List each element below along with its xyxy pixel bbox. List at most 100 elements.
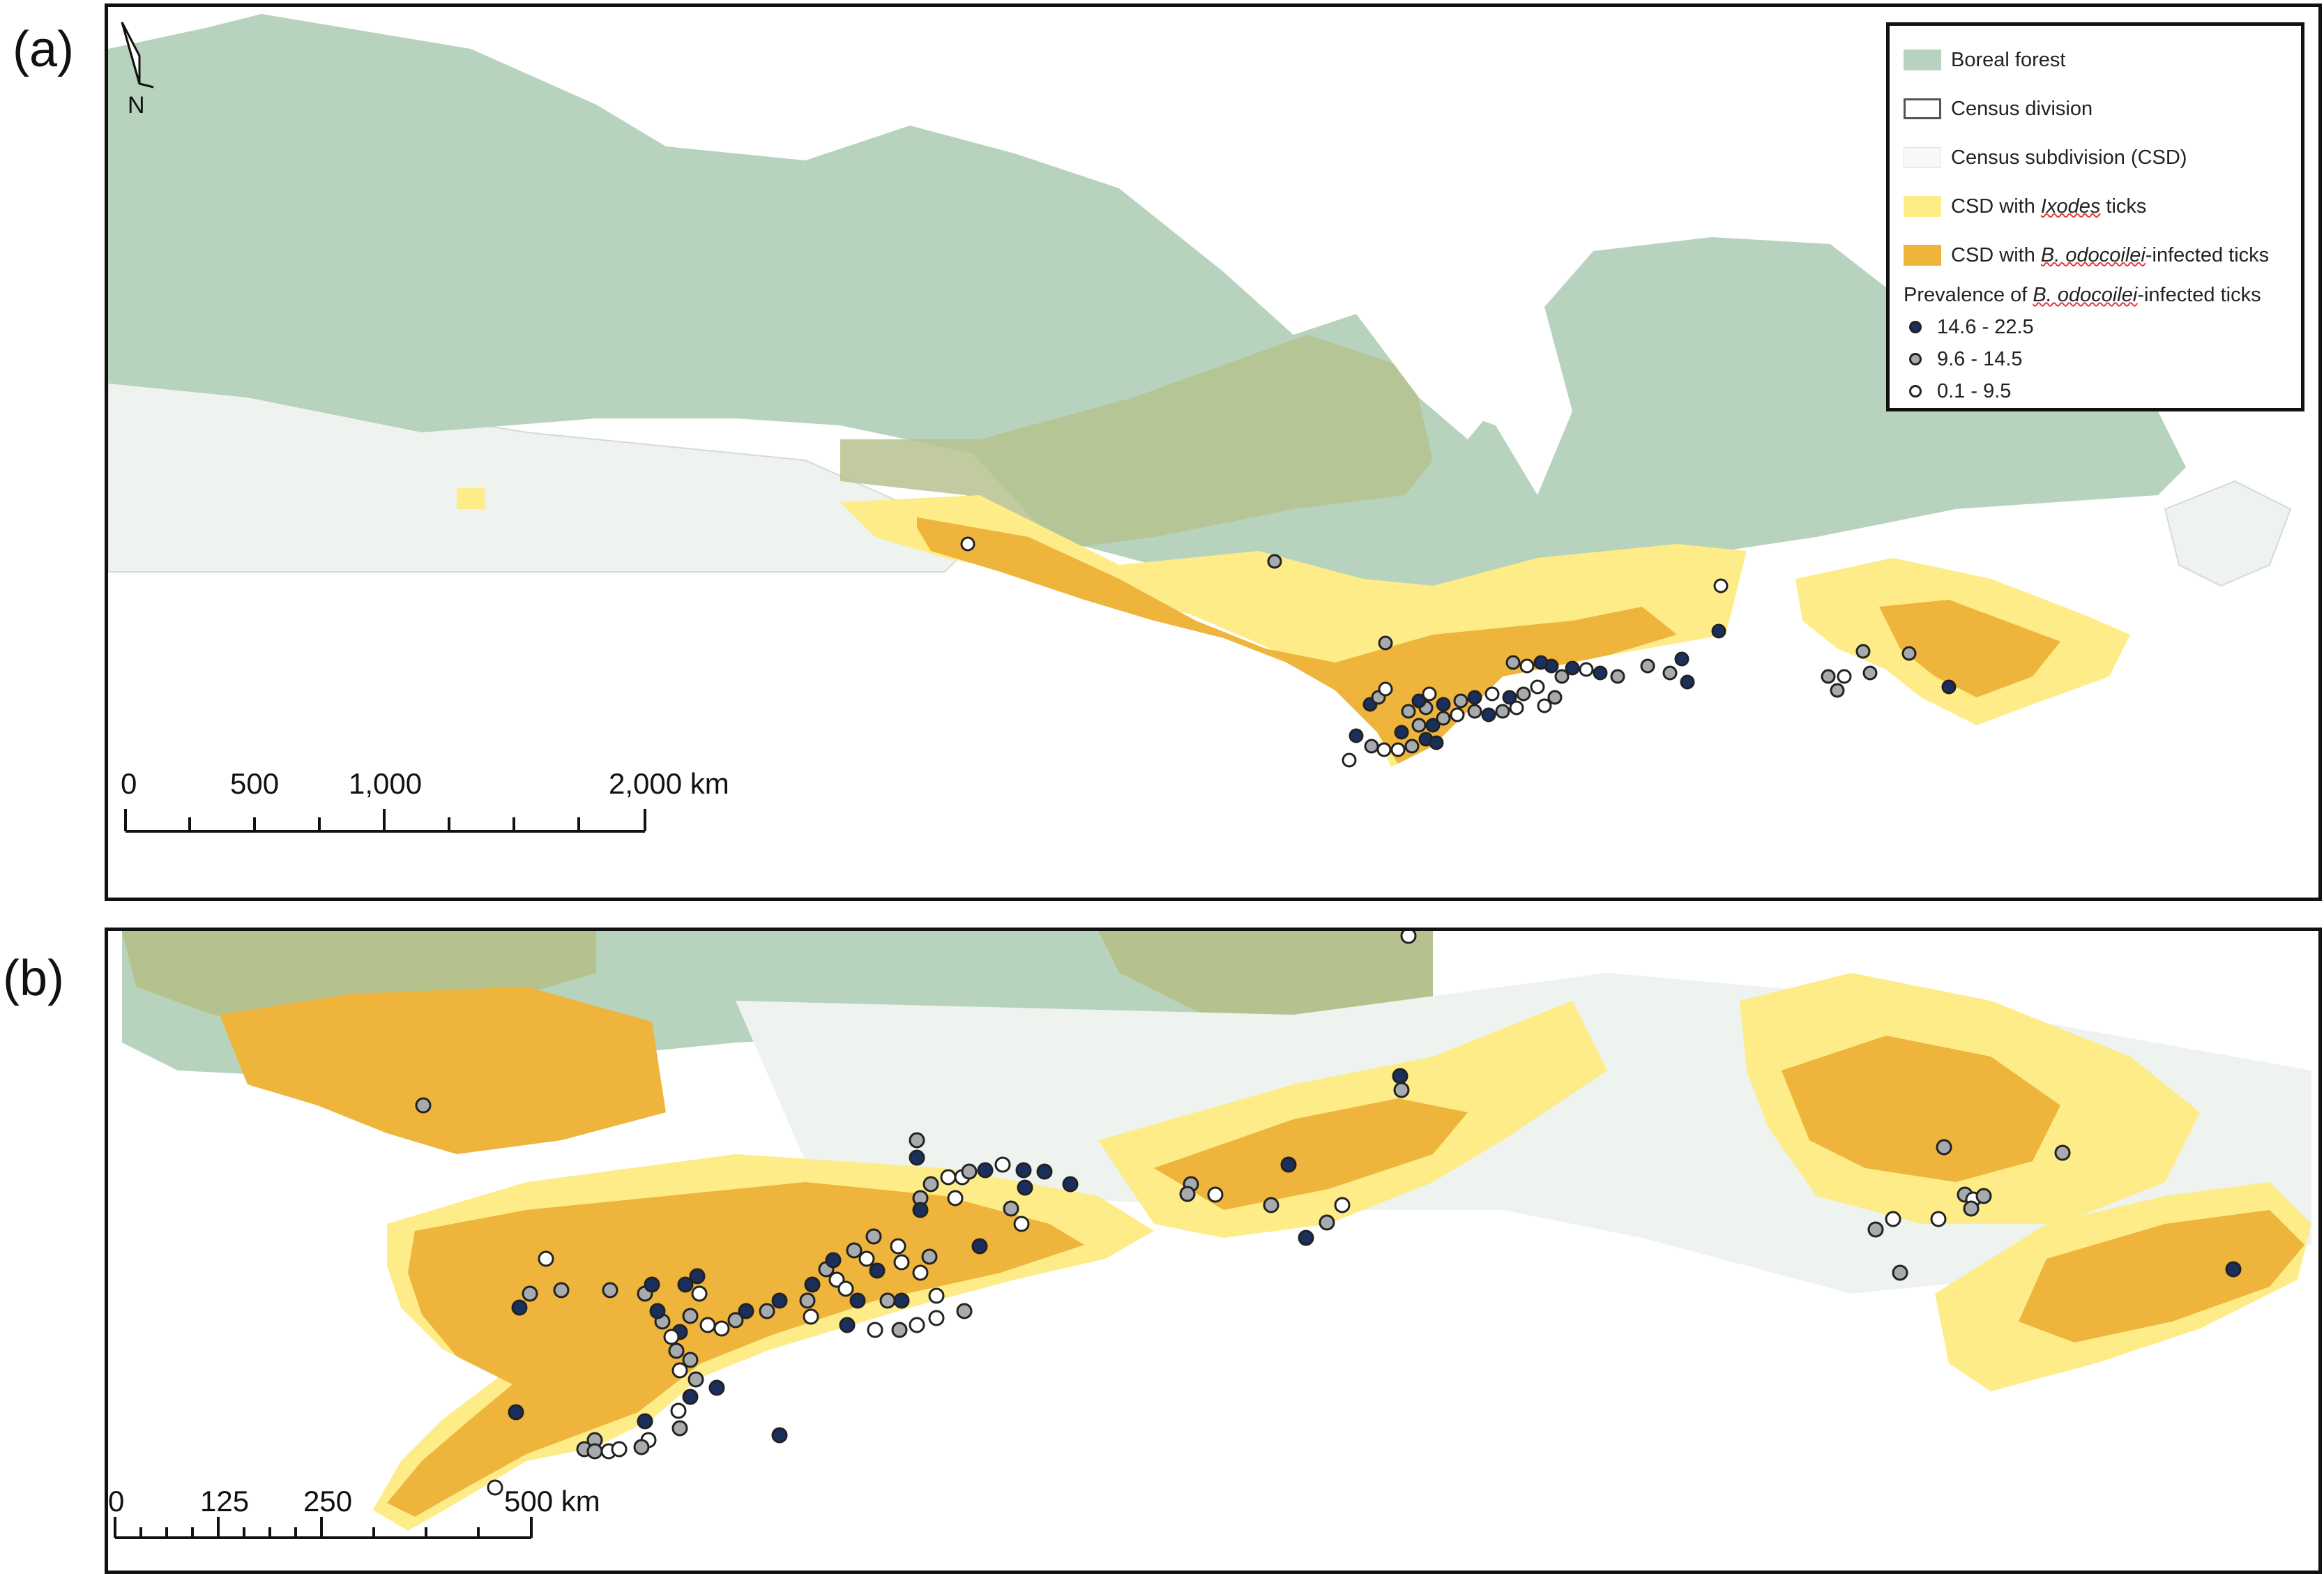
legend-class-high: 14.6 - 22.5: [1904, 311, 2287, 343]
point-low: [1537, 698, 1552, 713]
legend-label: CSD with B. odocoilei-infected ticks: [1951, 243, 2270, 266]
point-mid: [1855, 644, 1871, 659]
swatch-ixodes: [1904, 196, 1941, 217]
point-low: [803, 1308, 819, 1325]
points-a: [960, 536, 1957, 768]
point-high: [1411, 693, 1427, 709]
point-high: [1533, 655, 1549, 670]
point-mid: [1319, 1214, 1335, 1231]
point-low: [1400, 931, 1417, 944]
legend-census-division: Census division: [1904, 84, 2287, 133]
point-low: [1837, 669, 1852, 684]
dot-mid: [1909, 353, 1922, 365]
point-mid: [865, 1228, 882, 1245]
point-high: [1036, 1163, 1053, 1180]
point-high: [677, 1276, 694, 1293]
point-high: [893, 1292, 910, 1309]
point-mid: [1404, 739, 1420, 754]
point-low: [890, 1238, 906, 1255]
point-mid: [1892, 1264, 1908, 1281]
swatch-census-division: [1904, 98, 1941, 119]
scale-bar-a: [124, 809, 646, 833]
point-mid: [671, 1420, 688, 1437]
csd-maritimes-infected: [1879, 600, 2060, 697]
csd-infected-northwest: [220, 987, 666, 1154]
point-mid: [879, 1292, 896, 1309]
scale-a-tick-2: 1,000: [349, 767, 422, 800]
point-mid: [1467, 704, 1482, 719]
dot-high: [1909, 321, 1922, 333]
point-mid: [1640, 658, 1655, 674]
point-mid: [1179, 1186, 1196, 1202]
point-high: [1680, 674, 1695, 690]
map-panel-b: 0 125 250 500 km: [105, 928, 2322, 1574]
point-mid: [727, 1312, 744, 1329]
point-high: [1674, 651, 1689, 667]
point-low: [858, 1250, 875, 1267]
point-high: [1015, 1162, 1032, 1179]
point-low: [670, 1402, 687, 1419]
csd-infected-maritimes: [1782, 1036, 2060, 1182]
point-high: [771, 1292, 788, 1309]
point-mid: [921, 1248, 938, 1265]
north-label: N: [128, 92, 145, 119]
legend-prevalence-title: Prevalence of B. odocoilei-infected tick…: [1904, 284, 2261, 306]
legend-label: 14.6 - 22.5: [1937, 315, 2034, 338]
point-high: [637, 1413, 653, 1430]
point-mid: [1263, 1197, 1279, 1213]
newfoundland: [2164, 480, 2292, 587]
scale-a-tick-1: 500: [230, 767, 279, 800]
legend-csd: Census subdivision (CSD): [1904, 133, 2287, 182]
point-high: [682, 1388, 699, 1405]
point-high: [971, 1238, 988, 1255]
point-high: [849, 1292, 866, 1309]
point-high: [649, 1303, 666, 1319]
map-b-svg: 0 125 250 500 km: [108, 931, 2311, 1539]
point-high: [1481, 707, 1496, 722]
legend-label: 0.1 - 9.5: [1937, 379, 2012, 402]
point-high: [909, 1149, 925, 1166]
point-high: [1502, 690, 1517, 705]
scale-a-tick-3: 2,000 km: [609, 767, 729, 800]
point-high: [1425, 718, 1441, 733]
point-low: [1207, 1186, 1224, 1203]
point-low: [1422, 686, 1437, 702]
panel-label-b: (b): [3, 951, 64, 1006]
csd-infected-south: [910, 516, 1677, 764]
point-high: [977, 1162, 994, 1179]
point-high: [771, 1427, 788, 1444]
point-low: [837, 1280, 854, 1297]
legend-label: 9.6 - 14.5: [1937, 347, 2023, 370]
point-mid: [688, 1371, 704, 1388]
point-high: [2225, 1261, 2242, 1278]
point-mid: [586, 1443, 603, 1460]
point-high: [1467, 690, 1482, 705]
point-high: [1593, 665, 1608, 681]
point-high: [804, 1276, 821, 1293]
point-mid: [1901, 646, 1917, 661]
scale-a-tick-0: 0: [121, 767, 137, 800]
point-high: [1062, 1176, 1079, 1193]
point-mid: [522, 1285, 538, 1302]
point-mid: [668, 1342, 685, 1359]
point-mid: [1495, 704, 1510, 719]
map-legend: Boreal forest Census division Census sub…: [1886, 22, 2304, 411]
point-mid: [891, 1322, 908, 1338]
point-high: [738, 1303, 754, 1319]
point-mid: [633, 1439, 650, 1455]
point-high: [1298, 1229, 1314, 1246]
point-low: [1378, 681, 1393, 697]
point-high: [1941, 679, 1957, 695]
scale-bar-b: [114, 1517, 533, 1539]
csd-infected-south-ontario: [387, 1182, 1084, 1517]
point-low: [1013, 1216, 1030, 1232]
point-low: [928, 1287, 945, 1304]
point-mid: [956, 1303, 973, 1319]
legend-csd-ixodes: CSD with Ixodes ticks: [1904, 182, 2287, 231]
point-mid: [799, 1292, 816, 1309]
scale-b-tick-2: 250: [303, 1485, 352, 1518]
point-low: [928, 1310, 945, 1326]
point-low: [1530, 679, 1545, 695]
legend-label: Census division: [1951, 97, 2093, 120]
point-low: [713, 1320, 730, 1337]
